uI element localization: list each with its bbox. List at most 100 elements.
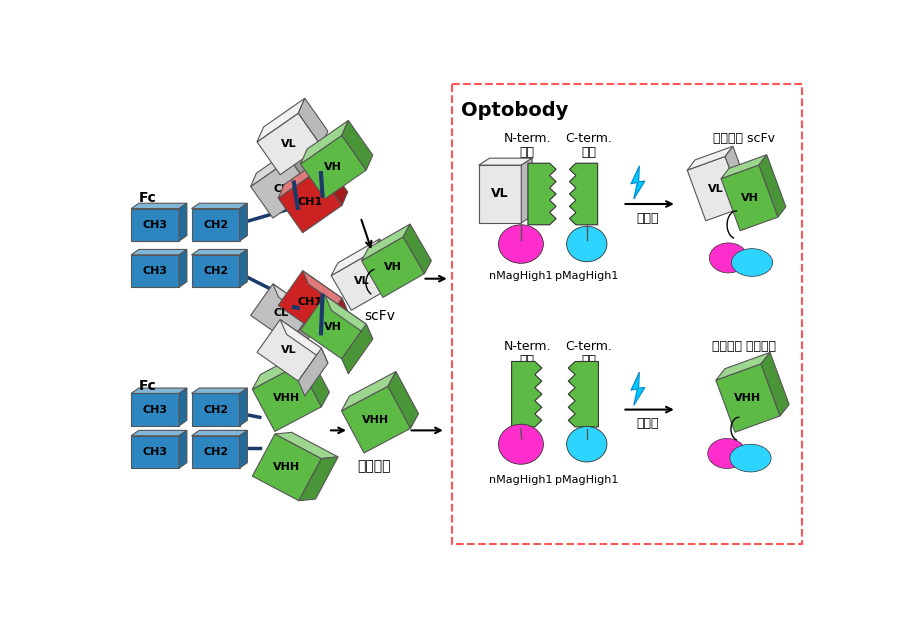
Text: Optobody: Optobody xyxy=(461,101,569,120)
Polygon shape xyxy=(252,434,321,501)
Polygon shape xyxy=(479,158,532,165)
Polygon shape xyxy=(528,163,556,225)
Ellipse shape xyxy=(709,243,748,273)
Polygon shape xyxy=(342,121,373,170)
Polygon shape xyxy=(252,364,321,432)
Polygon shape xyxy=(179,203,187,241)
Text: CL: CL xyxy=(274,309,289,318)
Text: CH3: CH3 xyxy=(142,220,167,230)
Polygon shape xyxy=(362,224,410,261)
Polygon shape xyxy=(362,237,425,297)
Text: VL: VL xyxy=(282,139,297,149)
Text: 청색광: 청색광 xyxy=(636,417,659,430)
Polygon shape xyxy=(341,386,410,453)
Text: VHH: VHH xyxy=(363,415,390,425)
Polygon shape xyxy=(274,432,338,458)
Polygon shape xyxy=(131,436,179,468)
Text: pMagHigh1: pMagHigh1 xyxy=(555,475,618,485)
Polygon shape xyxy=(131,255,179,287)
Text: CH2: CH2 xyxy=(203,220,228,230)
Ellipse shape xyxy=(730,444,771,472)
Polygon shape xyxy=(252,350,307,389)
Polygon shape xyxy=(192,249,248,255)
Ellipse shape xyxy=(732,249,772,276)
Text: CH1: CH1 xyxy=(298,297,323,307)
Polygon shape xyxy=(761,353,789,416)
Polygon shape xyxy=(131,203,187,208)
Polygon shape xyxy=(299,350,329,407)
Text: scFv: scFv xyxy=(364,310,395,323)
Text: 조각: 조각 xyxy=(581,354,597,367)
Text: nMagHigh1: nMagHigh1 xyxy=(490,475,553,485)
Polygon shape xyxy=(301,295,366,359)
Polygon shape xyxy=(403,224,431,274)
Text: VH: VH xyxy=(324,322,342,332)
Polygon shape xyxy=(179,430,187,468)
Polygon shape xyxy=(301,136,366,199)
Text: 청색광: 청색광 xyxy=(636,211,659,225)
Ellipse shape xyxy=(499,424,544,464)
Polygon shape xyxy=(131,249,187,255)
Text: VL: VL xyxy=(282,345,297,355)
Polygon shape xyxy=(290,311,318,356)
Polygon shape xyxy=(290,146,318,191)
Polygon shape xyxy=(570,163,598,225)
Text: nMagHigh1: nMagHigh1 xyxy=(490,271,553,281)
Polygon shape xyxy=(179,388,187,426)
Polygon shape xyxy=(192,208,239,241)
Polygon shape xyxy=(131,394,179,426)
Text: 조각: 조각 xyxy=(519,354,535,367)
Polygon shape xyxy=(192,394,239,426)
Polygon shape xyxy=(257,320,321,381)
Text: CH3: CH3 xyxy=(142,266,167,276)
Polygon shape xyxy=(239,203,248,241)
Text: CH2: CH2 xyxy=(203,404,228,415)
Polygon shape xyxy=(725,146,752,207)
Text: 활성화된 나노바디: 활성화된 나노바디 xyxy=(712,340,776,353)
Text: VL: VL xyxy=(355,276,370,286)
Polygon shape xyxy=(239,249,248,287)
Polygon shape xyxy=(373,239,400,286)
Polygon shape xyxy=(325,295,373,339)
Polygon shape xyxy=(192,203,248,208)
Text: CL: CL xyxy=(274,183,289,193)
Text: Fc: Fc xyxy=(139,379,157,394)
Text: VL: VL xyxy=(707,183,724,193)
Polygon shape xyxy=(278,271,342,333)
Polygon shape xyxy=(388,371,418,429)
Polygon shape xyxy=(568,361,598,427)
Polygon shape xyxy=(511,361,542,427)
Polygon shape xyxy=(688,146,733,170)
Text: 조각: 조각 xyxy=(519,146,535,159)
Text: VH: VH xyxy=(741,193,759,203)
Polygon shape xyxy=(280,320,328,363)
Polygon shape xyxy=(716,364,780,432)
Text: N-term.: N-term. xyxy=(503,132,551,146)
Ellipse shape xyxy=(567,427,607,462)
Text: Fc: Fc xyxy=(139,191,157,205)
Polygon shape xyxy=(479,165,521,223)
Polygon shape xyxy=(716,353,770,380)
Polygon shape xyxy=(192,436,239,468)
Ellipse shape xyxy=(567,226,607,262)
Text: VH: VH xyxy=(384,262,402,272)
Text: CH1: CH1 xyxy=(298,197,323,207)
Polygon shape xyxy=(298,98,328,146)
Polygon shape xyxy=(631,372,645,406)
Polygon shape xyxy=(331,252,393,310)
Text: C-term.: C-term. xyxy=(566,132,613,146)
Polygon shape xyxy=(192,255,239,287)
Ellipse shape xyxy=(707,439,746,468)
Text: N-term.: N-term. xyxy=(503,340,551,353)
Polygon shape xyxy=(298,348,328,396)
Text: CH3: CH3 xyxy=(142,404,167,415)
Polygon shape xyxy=(341,371,396,411)
Text: CH2: CH2 xyxy=(203,266,228,276)
Text: pMagHigh1: pMagHigh1 xyxy=(555,271,618,281)
Polygon shape xyxy=(318,298,347,346)
Polygon shape xyxy=(342,324,373,374)
Polygon shape xyxy=(131,388,187,394)
Polygon shape xyxy=(131,430,187,436)
Text: CH3: CH3 xyxy=(142,447,167,457)
Text: VH: VH xyxy=(324,162,342,172)
